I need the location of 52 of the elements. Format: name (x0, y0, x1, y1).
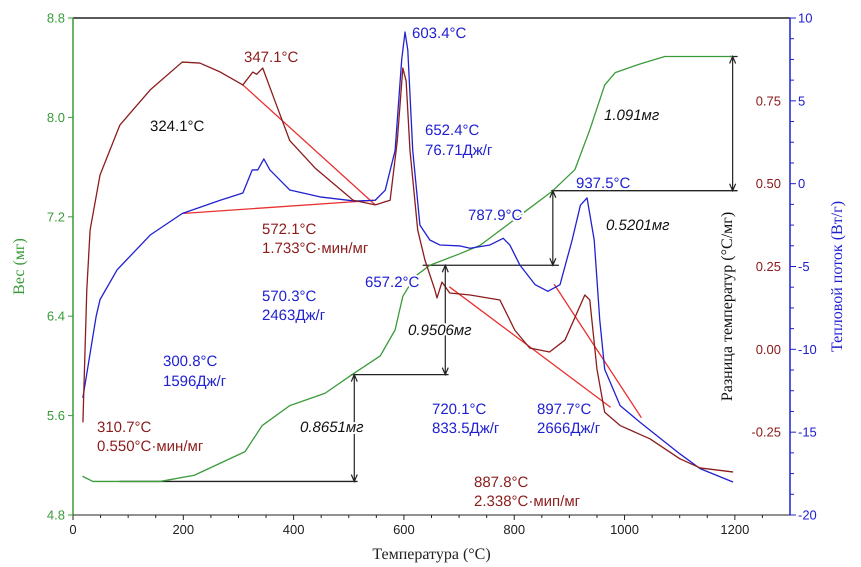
y3-tick-label: 0 (798, 176, 806, 192)
annotation: 1.733°C·мин/мг (262, 240, 369, 257)
y-tick-label: 6.4 (46, 308, 65, 324)
annotation: 347.1°C (244, 49, 299, 66)
y3-tick-label: -10 (798, 342, 817, 357)
x-tick-label: 200 (172, 522, 194, 537)
y-tick-label: 8.0 (46, 110, 65, 125)
annotation: 300.8°C (163, 353, 218, 370)
annotation: 1.091мг (604, 107, 660, 124)
annotation: 2666Дж/г (537, 420, 601, 437)
x-tick-label: 400 (282, 522, 304, 537)
y2-tick-label: -0.25 (751, 424, 781, 440)
y-tick-label: 7.2 (46, 209, 65, 224)
y3-axis-title: Тепловой поток (Вт/г) (829, 200, 846, 352)
y3-tick-label: 10 (798, 10, 812, 26)
y-tick-label: 4.8 (46, 508, 65, 522)
y2-tick-label: 0.50 (756, 176, 781, 192)
annotation: 0.5201мг (606, 217, 670, 234)
annotation: 572.1°C (262, 221, 317, 238)
y3-tick-label: -5 (798, 259, 810, 274)
x-tick-label: 1200 (720, 522, 750, 537)
x-tick-label: 0 (69, 522, 77, 537)
y2-axis-title: Разница температур (°C/мг) (719, 212, 736, 402)
y3-tick-label: 5 (798, 93, 806, 108)
x-axis-title: Температура (°C) (372, 546, 491, 563)
annotation: 570.3°C (262, 288, 317, 305)
y2-tick-label: 0.00 (756, 342, 781, 357)
annotation: 1596Дж/г (163, 373, 227, 390)
annotation: 652.4°C (425, 122, 480, 139)
y3-tick-label: -15 (798, 424, 817, 440)
annotation: 720.1°C (432, 401, 487, 418)
annotation: 897.7°C (537, 401, 592, 418)
y-tick-label: 8.8 (46, 10, 65, 26)
annotation: 0.550°C·мин/мг (97, 438, 204, 455)
y2-tick-label: 0.25 (756, 259, 781, 274)
annotation: 76.71Дж/г (425, 142, 493, 159)
x-tick-label: 600 (393, 522, 415, 537)
y-axis-title: Вес (мг) (11, 238, 28, 295)
annotation: 787.9°C (468, 207, 523, 224)
annotation: 324.1°C (150, 118, 205, 135)
y2-tick-label: 0.75 (756, 93, 781, 108)
y3-tick-label: -20 (798, 508, 817, 522)
annotation: 937.5°C (576, 175, 631, 192)
annotation: 2463Дж/г (262, 307, 326, 324)
annotation: 887.8°C (474, 474, 529, 491)
annotation: 2.338°C·мип/мг (474, 493, 581, 510)
annotation: 310.7°C (97, 419, 152, 436)
x-tick-label: 1000 (610, 522, 639, 537)
annotation: 603.4°C (412, 25, 467, 42)
annotation: 833.5Дж/г (432, 420, 500, 437)
y-tick-label: 5.6 (46, 408, 65, 424)
x-tick-label: 800 (503, 522, 526, 537)
